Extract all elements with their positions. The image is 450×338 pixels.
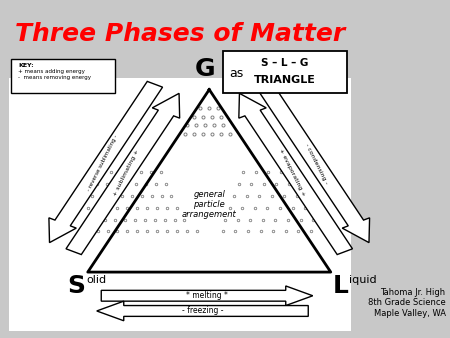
Text: S – L – G: S – L – G <box>261 58 308 68</box>
Polygon shape <box>239 93 352 255</box>
Text: iquid: iquid <box>349 275 376 286</box>
Text: Tahoma Jr. High
8th Grade Science
Maple Valley, WA: Tahoma Jr. High 8th Grade Science Maple … <box>368 288 446 318</box>
Polygon shape <box>49 81 162 243</box>
Polygon shape <box>101 286 313 306</box>
FancyBboxPatch shape <box>11 59 115 93</box>
Polygon shape <box>256 81 369 243</box>
FancyBboxPatch shape <box>223 51 346 93</box>
Text: + evaporating +: + evaporating + <box>278 148 306 197</box>
Text: + means adding energy: + means adding energy <box>18 69 85 74</box>
Text: general
particle
arrangement: general particle arrangement <box>182 190 237 219</box>
Polygon shape <box>66 93 180 255</box>
Text: S: S <box>68 274 86 298</box>
Text: as: as <box>230 67 244 80</box>
Polygon shape <box>97 301 308 321</box>
Text: -  means removing energy: - means removing energy <box>18 75 91 80</box>
Text: * melting *: * melting * <box>186 291 228 300</box>
Text: KEY:: KEY: <box>18 63 34 68</box>
Text: TRIANGLE: TRIANGLE <box>254 75 315 86</box>
Text: + sublimating +: + sublimating + <box>112 148 140 197</box>
Text: - reverse sublimating -: - reverse sublimating - <box>86 135 118 192</box>
Text: L: L <box>333 274 349 298</box>
Text: olid: olid <box>86 275 107 286</box>
Text: - condensing -: - condensing - <box>304 142 328 185</box>
Text: - freezing -: - freezing - <box>182 307 223 315</box>
Text: G: G <box>194 57 215 81</box>
Text: Three Phases of Matter: Three Phases of Matter <box>15 22 345 46</box>
